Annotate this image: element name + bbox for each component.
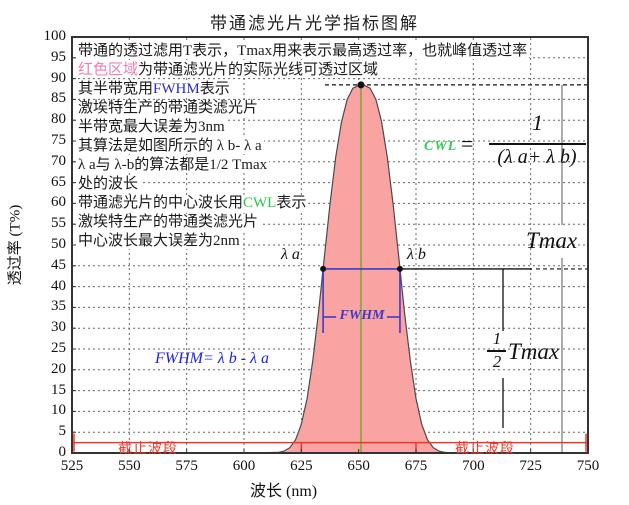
- y-tick-label: 15: [51, 381, 66, 398]
- note-line-9: 带通滤光片的中心波长用CWL表示: [76, 195, 309, 211]
- y-tick-label: 10: [51, 402, 66, 419]
- y-tick-label: 55: [51, 215, 66, 232]
- x-tick-label: 550: [118, 458, 141, 474]
- y-tick-label: 80: [51, 111, 66, 128]
- half-fraction-bar: [487, 350, 506, 352]
- x-tick-label: 725: [519, 458, 542, 474]
- x-tick-label: 650: [347, 458, 370, 474]
- y-tick-label: 45: [51, 256, 66, 273]
- y-tick-label: 25: [51, 340, 66, 356]
- y-tick-label: 50: [51, 236, 66, 252]
- y-tick-label: 100: [43, 28, 67, 44]
- fwhm-dimension-label: FWHM: [339, 308, 385, 323]
- note-line-2: 红色区域为带通滤光片的实际光线可透过区域: [76, 62, 381, 78]
- x-tick-label: 700: [462, 458, 485, 474]
- lambda-a-label: λ a: [281, 246, 300, 263]
- y-tick-label: 95: [51, 48, 66, 65]
- x-axis-title: 波长 (nm): [250, 483, 318, 500]
- half-fraction-denominator: 2: [492, 352, 502, 371]
- note-line-10: 激埃特生产的带通类滤光片: [76, 214, 261, 230]
- lambda-a-dot: [320, 265, 327, 272]
- peak-dot: [357, 81, 365, 89]
- note-line-1: 带通的透过滤用T表示，Tmax用来表示最高透过率，也就峰值透过率: [76, 43, 530, 59]
- cutoff-band-label-right: 截止波段: [455, 442, 515, 457]
- red-area-term: 红色区域: [78, 62, 139, 78]
- cutoff-band-label-left: 截止波段: [118, 442, 178, 457]
- note-line-8: 处的波长: [76, 176, 141, 192]
- y-tick-label: 20: [51, 360, 66, 377]
- note-line-6: 其算法是如图所示的 λ b- λ a: [76, 138, 264, 154]
- notes-block: 带通的透过滤用T表示，Tmax用来表示最高透过率，也就峰值透过率 红色区域为带通…: [76, 42, 530, 251]
- cwl-formula-label: CWL: [424, 139, 458, 154]
- cwl-fraction-bar: [489, 143, 586, 145]
- x-tick-label: 750: [576, 458, 600, 474]
- y-tick-label: 60: [51, 194, 66, 211]
- cwl-fraction-numerator: 1: [532, 110, 543, 135]
- y-tick-label: 0: [58, 444, 67, 460]
- cwl-term: CWL: [243, 195, 277, 211]
- note-line-4: 激埃特生产的带通类滤光片: [76, 100, 261, 116]
- note-line-11: 中心波长最大误差为2nm: [76, 233, 242, 249]
- y-tick-label: 65: [51, 173, 66, 190]
- half-tmax-label: Tmax: [508, 339, 560, 364]
- note-line-3: 其半带宽用FWHM表示: [76, 81, 232, 97]
- lambda-b-dot: [396, 265, 403, 272]
- x-tick-label: 625: [290, 458, 313, 474]
- y-tick-label: 30: [51, 319, 66, 336]
- x-tick-label: 675: [404, 458, 428, 474]
- y-tick-label: 70: [51, 152, 66, 169]
- lambda-b-label: λ b: [407, 246, 426, 263]
- x-tick-label: 600: [232, 458, 256, 474]
- half-fraction-numerator: 1: [492, 329, 502, 348]
- note-line-7: λ a与 λ-b的算法都是1/2 Tmax: [76, 157, 270, 173]
- chart-title: 带通滤光片光学指标图解: [210, 14, 419, 33]
- cwl-fraction-denominator: (λ a+ λ b): [497, 146, 577, 168]
- y-tick-label: 75: [51, 132, 66, 148]
- y-axis-title: 透过率 (T%): [7, 204, 24, 286]
- x-tick-label: 575: [175, 458, 198, 474]
- y-tick-label: 40: [51, 277, 66, 294]
- y-tick-label: 35: [51, 298, 66, 315]
- note-line-5: 半带宽最大误差为3nm: [76, 119, 227, 135]
- y-tick-label: 5: [58, 423, 67, 440]
- tmax-label: Tmax: [526, 228, 578, 253]
- y-tick-label: 85: [51, 90, 66, 107]
- fwhm-formula: FWHM= λ b - λ a: [155, 350, 269, 367]
- cwl-equals-sign: =: [461, 131, 474, 156]
- fwhm-term: FWHM: [153, 81, 200, 97]
- x-tick-label: 525: [60, 458, 84, 474]
- y-tick-label: 90: [51, 69, 66, 86]
